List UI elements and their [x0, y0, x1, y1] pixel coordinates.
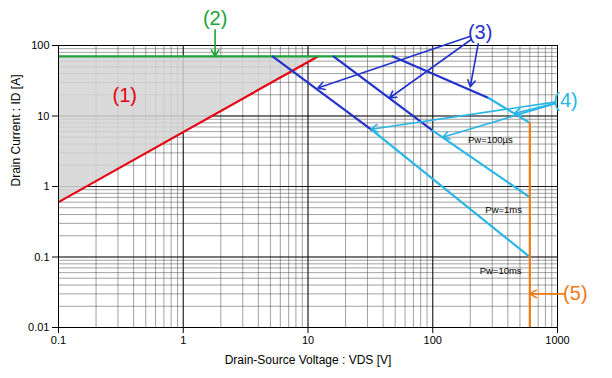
svg-text:0.01: 0.01 [28, 321, 49, 333]
svg-text:10: 10 [302, 334, 314, 346]
svg-text:1: 1 [43, 180, 49, 192]
svg-text:Pw=1ms: Pw=1ms [485, 204, 522, 215]
svg-text:100: 100 [424, 334, 442, 346]
svg-text:(1): (1) [113, 84, 137, 106]
svg-text:(2): (2) [203, 7, 227, 29]
svg-text:100: 100 [31, 39, 49, 51]
svg-text:1: 1 [180, 334, 186, 346]
svg-text:0.1: 0.1 [51, 334, 66, 346]
svg-text:Drain-Source Voltage : VDS [V]: Drain-Source Voltage : VDS [V] [225, 353, 392, 367]
svg-text:Pw=100µs: Pw=100µs [468, 134, 513, 145]
svg-text:Drain Current : ID [A]: Drain Current : ID [A] [9, 74, 23, 186]
svg-text:Pw=10ms: Pw=10ms [480, 265, 522, 276]
svg-text:(3): (3) [468, 21, 492, 43]
svg-text:10: 10 [37, 110, 49, 122]
svg-text:0.1: 0.1 [34, 251, 49, 263]
svg-text:(4): (4) [553, 89, 577, 111]
svg-text:1000: 1000 [545, 334, 569, 346]
svg-text:(5): (5) [563, 282, 587, 304]
